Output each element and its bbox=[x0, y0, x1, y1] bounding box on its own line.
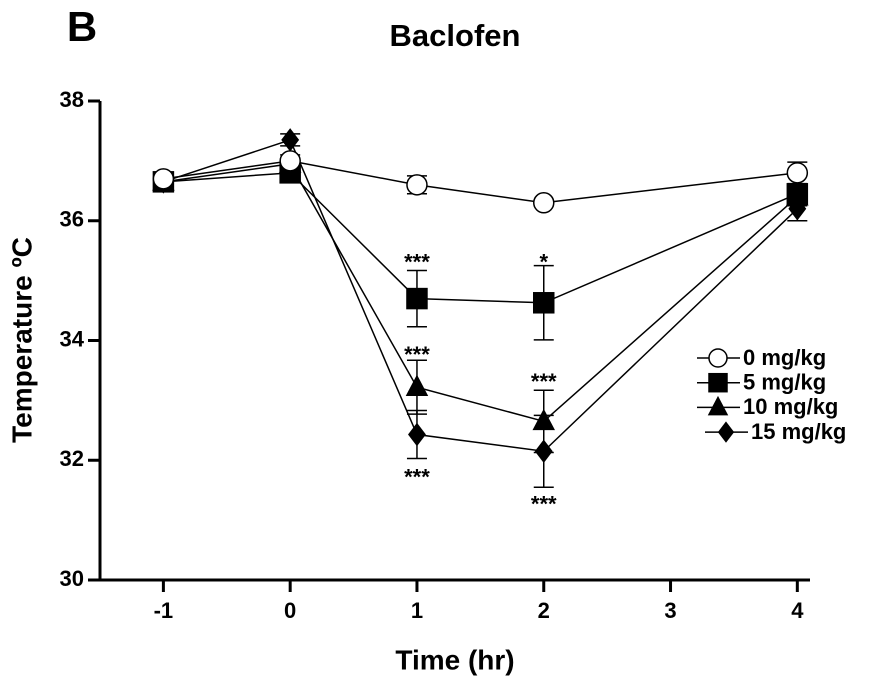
y-tick-label: 34 bbox=[60, 326, 85, 351]
marker bbox=[717, 421, 735, 443]
series-line bbox=[163, 160, 798, 204]
legend-label: 5 mg/kg bbox=[743, 370, 826, 395]
y-tick-label: 38 bbox=[60, 87, 84, 112]
panel-label: B bbox=[67, 3, 97, 50]
x-tick-label: 0 bbox=[284, 598, 296, 623]
annotation: *** bbox=[531, 369, 557, 394]
legend-label: 10 mg/kg bbox=[743, 394, 838, 419]
marker bbox=[408, 422, 426, 447]
legend-label: 15 mg/kg bbox=[751, 419, 846, 444]
x-tick-label: 1 bbox=[411, 598, 423, 623]
annotation: * bbox=[539, 250, 548, 275]
x-tick-label: -1 bbox=[154, 598, 174, 623]
legend-label: 0 mg/kg bbox=[743, 345, 826, 370]
y-tick-label: 30 bbox=[60, 566, 84, 591]
x-tick-label: 3 bbox=[664, 598, 676, 623]
marker bbox=[786, 183, 809, 205]
x-tick-label: 4 bbox=[791, 598, 804, 623]
marker bbox=[406, 174, 428, 196]
annotation: *** bbox=[531, 492, 557, 517]
marker bbox=[405, 374, 429, 396]
chart-title: Baclofen bbox=[390, 18, 521, 53]
annotation: *** bbox=[404, 465, 430, 490]
marker bbox=[279, 150, 301, 172]
marker bbox=[406, 287, 428, 310]
marker bbox=[532, 408, 555, 431]
marker bbox=[533, 292, 555, 314]
annotation: *** bbox=[404, 250, 430, 275]
marker bbox=[533, 192, 555, 214]
marker bbox=[707, 395, 729, 416]
marker bbox=[786, 162, 809, 184]
marker bbox=[281, 128, 300, 152]
marker bbox=[152, 168, 175, 190]
annotation: *** bbox=[404, 342, 430, 367]
series-line bbox=[163, 172, 798, 304]
x-tick-label: 2 bbox=[538, 598, 550, 623]
marker bbox=[708, 348, 728, 368]
y-axis-title: Temperature ºC bbox=[6, 237, 37, 443]
y-tick-label: 32 bbox=[60, 446, 84, 471]
marker bbox=[708, 372, 728, 393]
x-axis-title: Time (hr) bbox=[395, 644, 514, 675]
y-tick-label: 36 bbox=[60, 207, 84, 232]
